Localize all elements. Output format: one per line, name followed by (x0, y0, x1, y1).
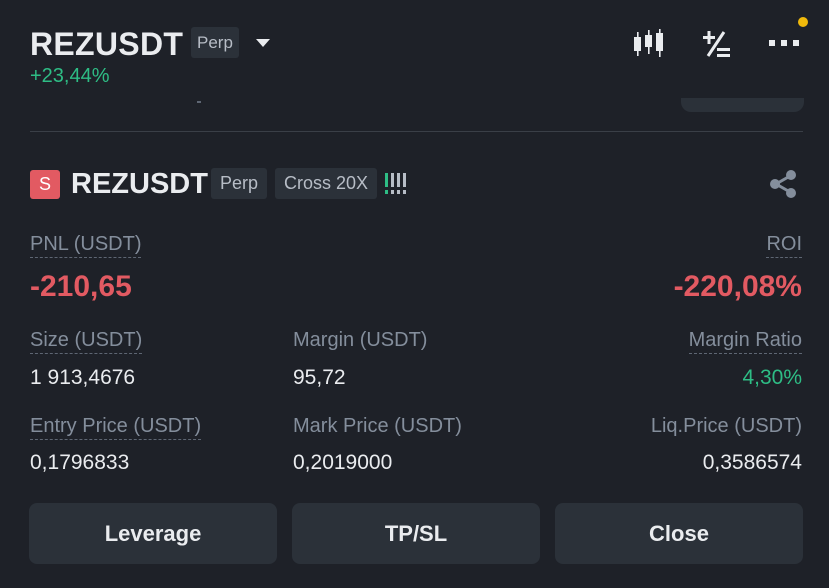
size-value: 1 913,4676 (30, 366, 136, 389)
header-perp-badge: Perp (191, 27, 239, 58)
plus-minus-icon[interactable] (700, 28, 732, 60)
margin-value: 95,72 (293, 366, 346, 389)
liq-price-label: Liq.Price (USDT) (650, 415, 802, 437)
position-symbol[interactable]: REZUSDT (71, 168, 208, 200)
share-icon[interactable] (768, 170, 798, 198)
margin-label: Margin (USDT) (293, 329, 428, 351)
entry-price-label[interactable]: Entry Price (USDT) (30, 413, 202, 440)
close-position-button[interactable]: Close (555, 503, 803, 564)
tpsl-button[interactable]: TP/SL (292, 503, 540, 564)
mark-price-label: Mark Price (USDT) (293, 415, 462, 437)
roi-label[interactable]: ROI (766, 231, 802, 258)
candlestick-chart-icon[interactable] (631, 27, 665, 61)
more-icon[interactable] (768, 38, 800, 48)
chevron-down-icon[interactable] (254, 36, 272, 50)
position-perp-badge: Perp (211, 168, 268, 199)
price-change-percent: +23,44% (30, 65, 110, 87)
roi-value: -220,08% (673, 270, 802, 303)
notification-dot (798, 17, 808, 27)
liq-price-value: 0,3586574 (702, 451, 802, 474)
mark-price-value: 0,2019000 (293, 451, 393, 474)
margin-ratio-label[interactable]: Margin Ratio (688, 327, 802, 354)
scroll-artifact (197, 101, 201, 103)
pnl-label[interactable]: PNL (USDT) (30, 231, 142, 258)
header-symbol[interactable]: REZUSDT (30, 26, 184, 62)
margin-ratio-value: 4,30% (742, 366, 802, 389)
pnl-value: -210,65 (30, 270, 132, 303)
short-side-badge: S (30, 170, 60, 199)
risk-level-icon (385, 173, 406, 194)
margin-mode-badge[interactable]: Cross 20X (275, 168, 378, 199)
leverage-button[interactable]: Leverage (29, 503, 277, 564)
clipped-button (681, 98, 804, 112)
section-divider (30, 131, 803, 132)
entry-price-value: 0,1796833 (30, 451, 130, 474)
size-label[interactable]: Size (USDT) (30, 327, 143, 354)
